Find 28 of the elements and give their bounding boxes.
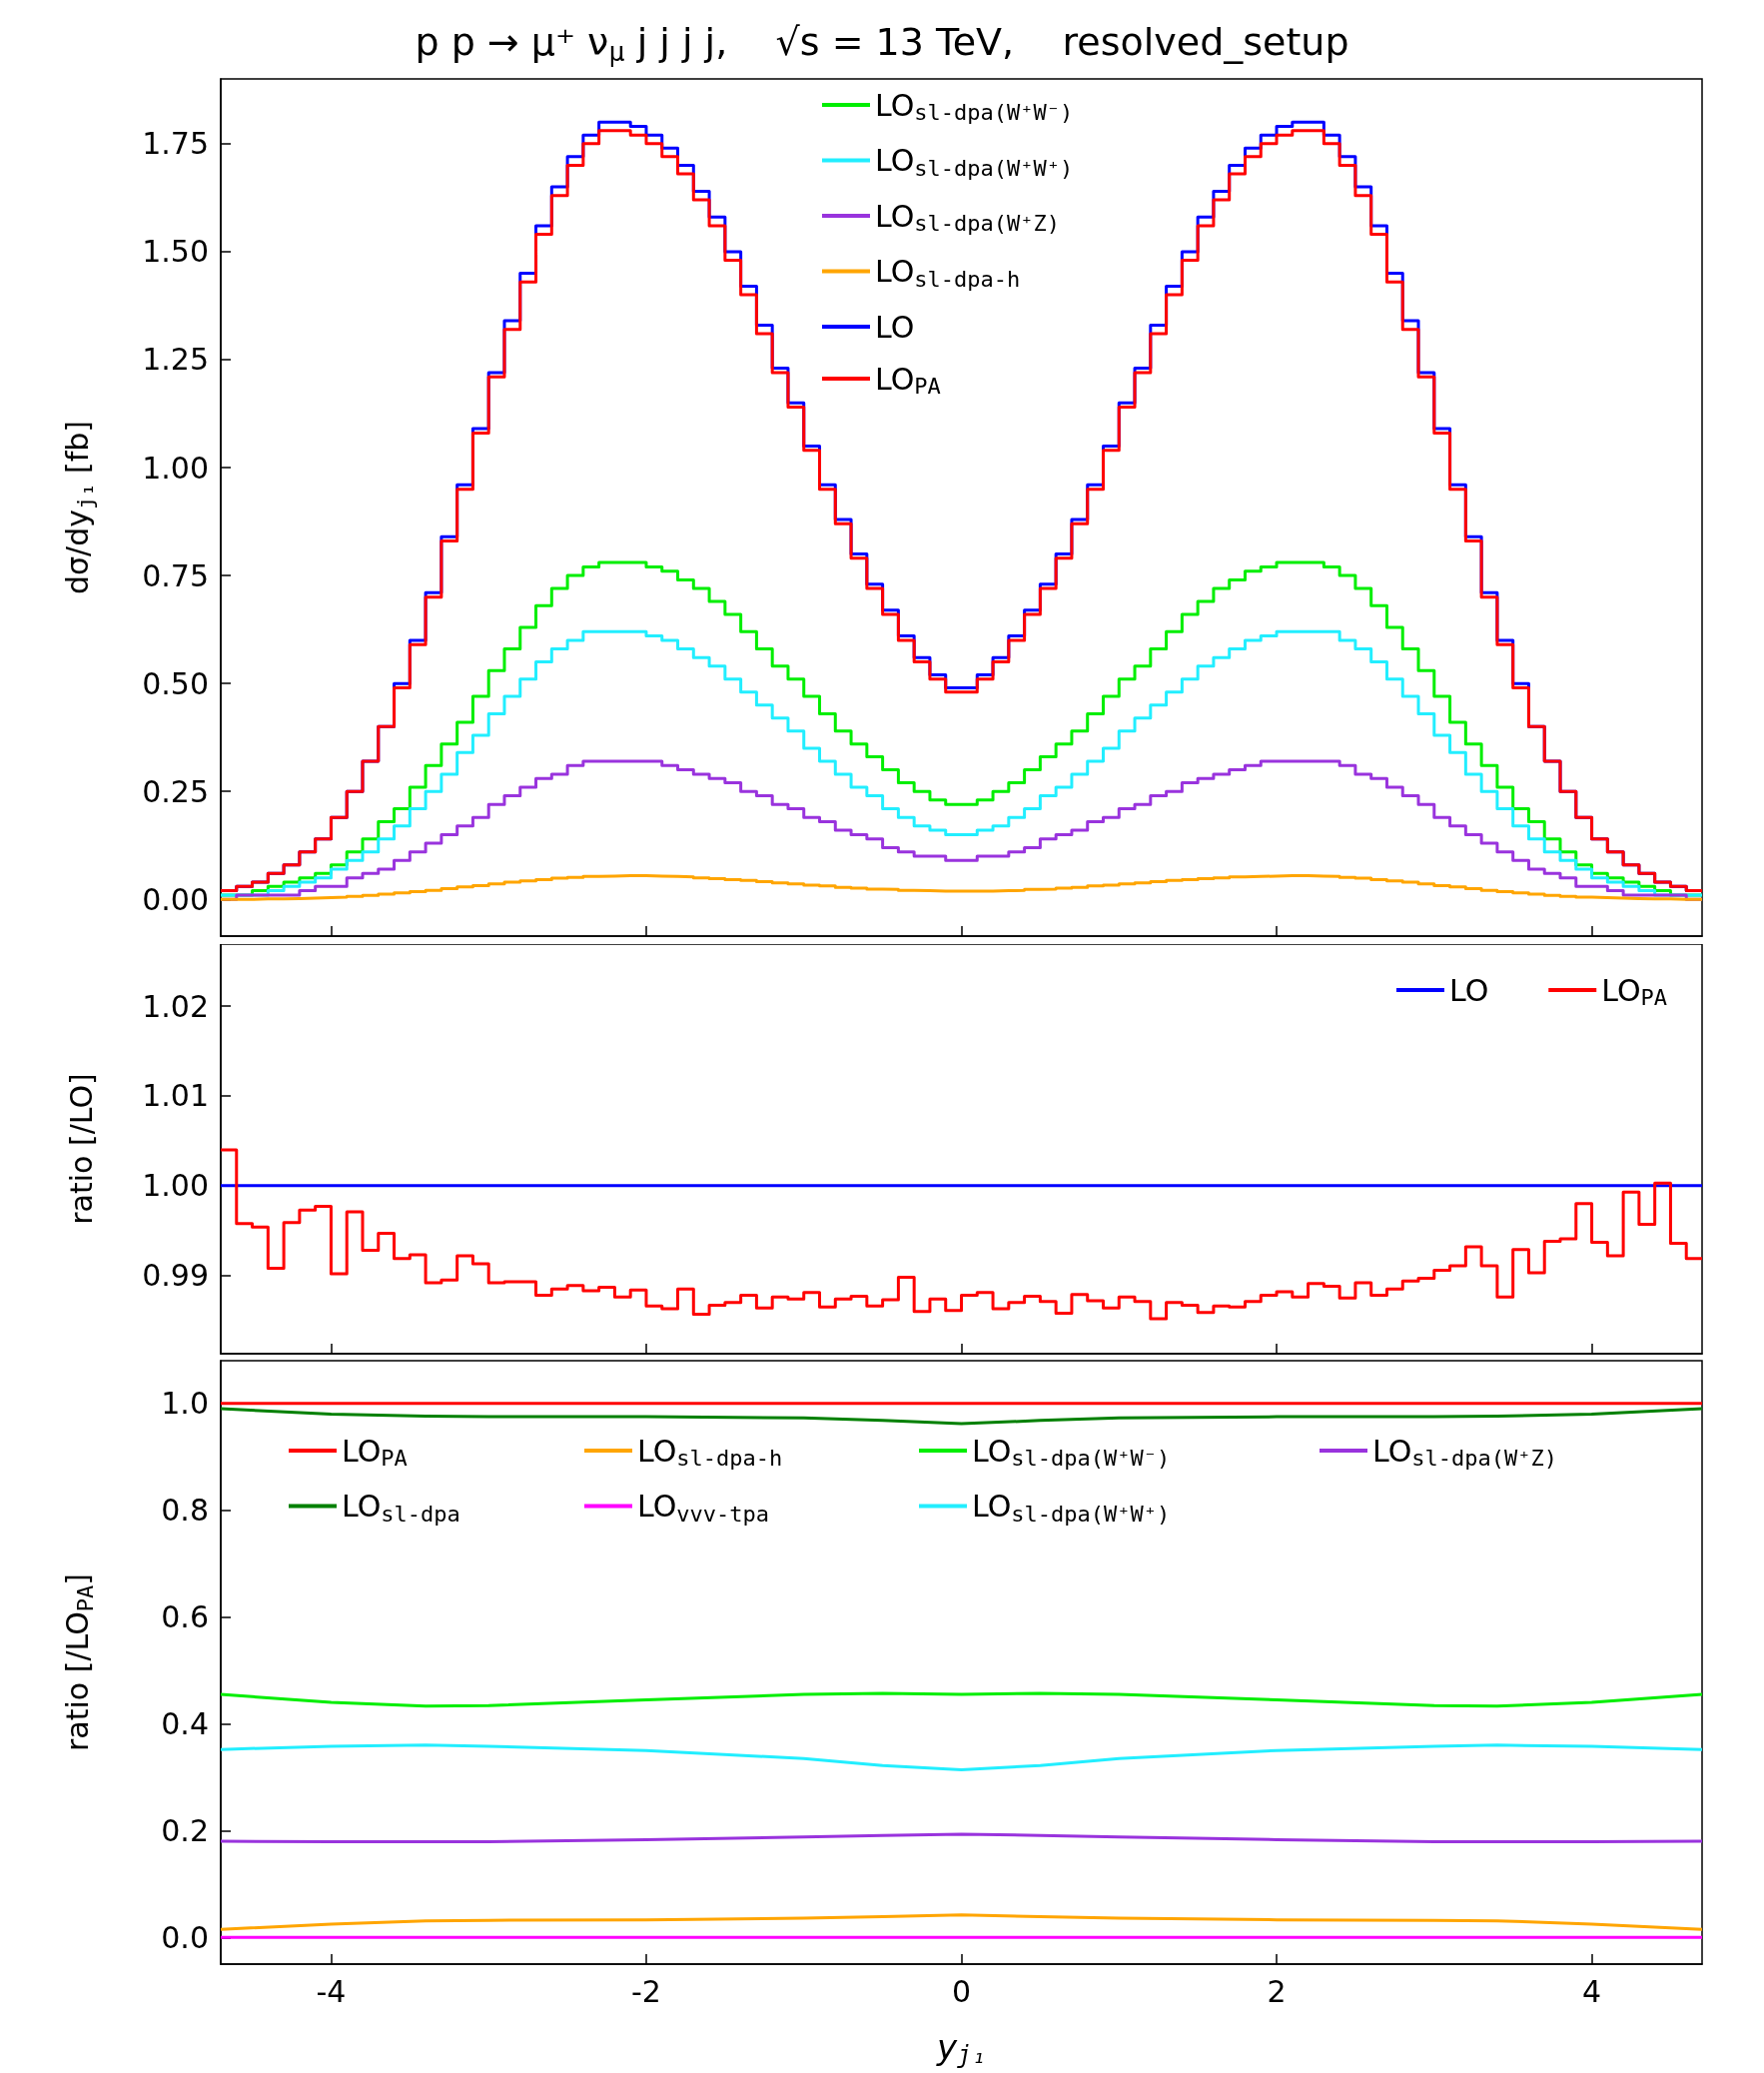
y-tick-label: 0.75 [142,557,209,593]
y-axis-title: ratio [/LOPA] [60,1573,98,1751]
y-tick-label: 1.00 [142,1168,209,1204]
x-tick-label: -2 [631,1973,661,2009]
y-tick-label: 0.6 [161,1599,209,1635]
y-axis-title: ratio [/LO] [63,1073,99,1225]
y-axis-title: dσ/dyj₁ [fb] [60,420,98,594]
y-tick-label: 0.2 [161,1812,209,1848]
x-tick-label: -4 [316,1973,347,2009]
x-tick-label: 4 [1582,1973,1602,2009]
y-tick-label: 1.50 [142,234,209,270]
y-tick-label: 0.25 [142,773,209,809]
x-tick-label: 2 [1267,1973,1287,2009]
y-tick-label: 0.00 [142,881,209,917]
y-tick-label: 0.50 [142,665,209,701]
y-tick-label: 1.02 [142,988,209,1024]
y-tick-label: 1.75 [142,126,209,162]
y-tick-label: 0.0 [161,1919,209,1955]
legend-label: LO [875,309,915,345]
y-tick-label: 1.00 [142,450,209,486]
y-tick-label: 1.25 [142,342,209,378]
y-tick-label: 0.4 [161,1705,209,1741]
y-tick-label: 0.8 [161,1493,209,1529]
legend-label: LO [1448,972,1489,1008]
x-tick-label: 0 [951,1973,972,2009]
y-tick-label: 0.99 [142,1258,209,1294]
y-tick-label: 1.01 [142,1078,209,1114]
y-tick-label: 1.0 [161,1386,209,1422]
